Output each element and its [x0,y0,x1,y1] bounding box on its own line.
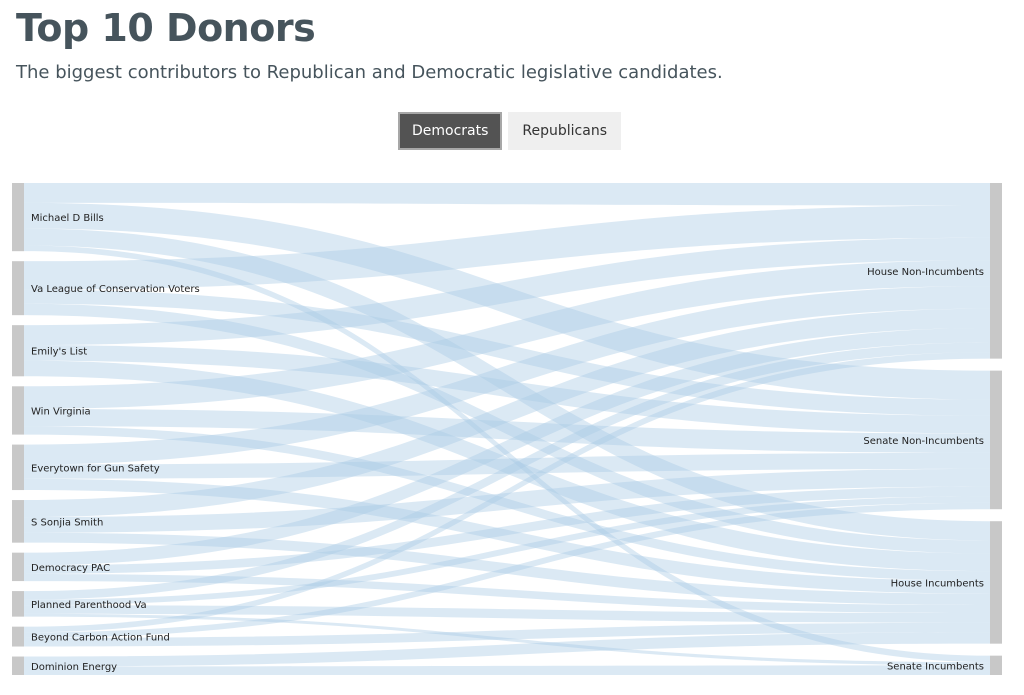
target-node-senate-incumbents[interactable] [990,655,1002,675]
link-emily-s-list-to-house-non-incumbents[interactable] [24,237,990,346]
page-title: Top 10 Donors [16,6,316,50]
link-everytown-for-gun-safety-to-house-non-incumbents[interactable] [24,286,990,465]
link-planned-parenthood-va-to-senate-incumbents[interactable] [24,613,990,666]
link-s-sonjia-smith-to-house-incumbents[interactable] [24,532,990,605]
source-label-s-sonjia-smith: S Sonjia Smith [31,517,103,528]
link-va-league-of-conservation-voters-to-house-non-incumbents[interactable] [24,205,990,290]
link-win-virginia-to-house-incumbents[interactable] [24,426,990,581]
link-emily-s-list-to-house-incumbents[interactable] [24,360,990,572]
source-node-michael-d-bills[interactable] [12,183,24,252]
link-planned-parenthood-va-to-house-non-incumbents[interactable] [24,342,990,600]
link-planned-parenthood-va-to-house-incumbents[interactable] [24,605,990,623]
link-everytown-for-gun-safety-to-senate-non-incumbents[interactable] [24,452,990,479]
source-label-emily-s-list: Emily's List [31,347,87,358]
link-michael-d-bills-to-house-incumbents[interactable] [24,228,990,541]
target-node-house-non-incumbents[interactable] [990,183,1002,359]
source-node-beyond-carbon-action-fund[interactable] [12,626,24,647]
democrats-button[interactable]: Democrats [398,112,503,150]
source-node-democracy-pac[interactable] [12,552,24,582]
link-democracy-pac-to-house-non-incumbents[interactable] [24,328,990,566]
republicans-button[interactable]: Republicans [508,112,622,150]
source-label-everytown-for-gun-safety: Everytown for Gun Safety [31,463,160,474]
link-beyond-carbon-action-fund-to-house-incumbents[interactable] [24,622,990,647]
link-planned-parenthood-va-to-senate-non-incumbents[interactable] [24,496,990,606]
link-win-virginia-to-senate-non-incumbents[interactable] [24,409,990,453]
target-label-house-non-incumbents: House Non-Incumbents [867,267,984,278]
link-win-virginia-to-house-non-incumbents[interactable] [24,260,990,410]
links-layer [24,183,990,675]
source-label-va-league-of-conservation-voters: Va League of Conservation Voters [31,284,200,295]
source-node-s-sonjia-smith[interactable] [12,500,24,543]
source-label-dominion-energy: Dominion Energy [31,662,117,673]
link-michael-d-bills-to-senate-non-incumbents[interactable] [24,202,990,400]
source-node-va-league-of-conservation-voters[interactable] [12,261,24,316]
link-dominion-energy-to-senate-incumbents[interactable] [24,665,990,675]
link-democracy-pac-to-house-incumbents[interactable] [24,573,990,614]
link-s-sonjia-smith-to-senate-non-incumbents[interactable] [24,468,990,533]
source-label-beyond-carbon-action-fund: Beyond Carbon Action Fund [31,633,170,644]
page-subtitle: The biggest contributors to Republican a… [16,62,723,83]
link-s-sonjia-smith-to-house-non-incumbents[interactable] [24,308,990,518]
target-label-senate-incumbents: Senate Incumbents [887,661,984,672]
link-va-league-of-conservation-voters-to-senate-non-incumbents[interactable] [24,289,990,416]
target-label-house-incumbents: House Incumbents [891,578,984,589]
source-node-win-virginia[interactable] [12,386,24,435]
link-michael-d-bills-to-house-non-incumbents[interactable] [24,183,990,206]
source-node-dominion-energy[interactable] [12,656,24,675]
source-node-planned-parenthood-va[interactable] [12,591,24,617]
party-toggle: Democrats Republicans [398,112,622,150]
source-label-win-virginia: Win Virginia [31,406,91,417]
link-emily-s-list-to-senate-non-incumbents[interactable] [24,345,990,434]
source-label-democracy-pac: Democracy PAC [31,563,110,574]
source-label-planned-parenthood-va: Planned Parenthood Va [31,600,147,611]
link-va-league-of-conservation-voters-to-house-incumbents[interactable] [24,303,990,554]
link-beyond-carbon-action-fund-to-senate-non-incumbents[interactable] [24,502,990,639]
nodes-layer [12,183,1002,675]
source-node-emily-s-list[interactable] [12,325,24,377]
link-michael-d-bills-to-senate-incumbents[interactable] [24,245,990,663]
link-democracy-pac-to-senate-non-incumbents[interactable] [24,486,990,574]
sankey-chart: Michael D Bills Va League of Conservation… [12,183,1002,675]
source-label-michael-d-bills: Michael D Bills [31,213,104,224]
target-node-house-incumbents[interactable] [990,521,1002,644]
link-dominion-energy-to-house-incumbents[interactable] [24,632,990,667]
target-node-senate-non-incumbents[interactable] [990,370,1002,510]
target-label-senate-non-incumbents: Senate Non-Incumbents [863,436,984,447]
labels-layer: Michael D Bills Va League of Conservation… [31,213,984,673]
link-beyond-carbon-action-fund-to-house-non-incumbents[interactable] [24,352,990,633]
link-everytown-for-gun-safety-to-house-incumbents[interactable] [24,478,990,594]
source-node-everytown-for-gun-safety[interactable] [12,444,24,491]
